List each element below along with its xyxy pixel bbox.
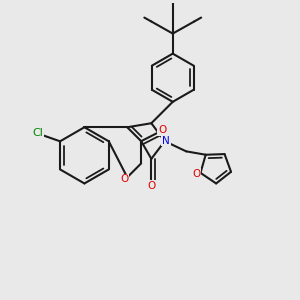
Text: O: O [192, 169, 201, 179]
Text: O: O [192, 169, 201, 179]
Text: O: O [120, 174, 128, 184]
Text: O: O [158, 125, 166, 135]
Text: Cl: Cl [32, 128, 43, 138]
Text: N: N [162, 136, 170, 146]
Text: O: O [147, 181, 155, 190]
Text: O: O [147, 181, 155, 190]
Text: O: O [158, 125, 166, 135]
Text: N: N [162, 136, 170, 146]
Text: Cl: Cl [32, 128, 43, 138]
Text: O: O [120, 174, 128, 184]
